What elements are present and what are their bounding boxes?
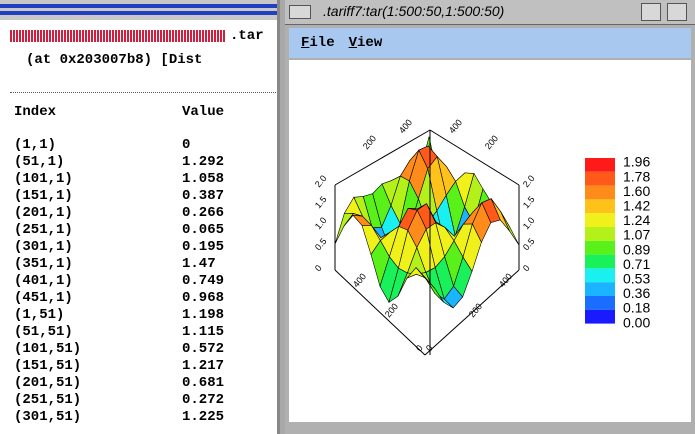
right-window: .tariff7:tar(1:500:50,1:500:50) File View… xyxy=(285,0,695,434)
colorbar-cell xyxy=(585,309,615,324)
axis-tick-label: 0 xyxy=(313,263,324,273)
menu-item[interactable]: View xyxy=(348,35,383,51)
index-cell: (201,1) xyxy=(14,205,73,221)
colorbar-cell xyxy=(585,185,615,200)
value-cell: 0.749 xyxy=(182,273,225,289)
address-line: (at 0x203007b8) [Dist xyxy=(26,52,203,68)
value-cell: 0 xyxy=(182,137,191,153)
column-header: Value xyxy=(182,104,225,120)
colorbar-label: 1.96 xyxy=(623,154,650,170)
title-bar xyxy=(0,0,277,20)
colorbar-label: 0.53 xyxy=(623,271,650,287)
colorbar-label: 0.00 xyxy=(623,314,650,330)
column-header: Index xyxy=(14,104,57,120)
value-cell: 0.272 xyxy=(182,392,225,408)
value-cell: 1.058 xyxy=(182,171,225,187)
colorbar-cell xyxy=(585,227,615,241)
colorbar-cell xyxy=(585,282,615,296)
title-bar: .tariff7:tar(1:500:50,1:500:50) xyxy=(285,0,695,25)
header: .tar xyxy=(230,28,264,44)
index-cell: (201,51) xyxy=(14,375,82,391)
index-cell: (101,51) xyxy=(14,341,82,357)
value-cell: 1.47 xyxy=(182,256,216,272)
stripe xyxy=(0,11,277,15)
window-title: .tariff7:tar(1:500:50,1:500:50) xyxy=(323,3,505,19)
index-cell: (251,1) xyxy=(14,222,73,238)
left-window: .tar (at 0x203007b8) [Dist Index Value (… xyxy=(0,0,280,434)
value-cell: 0.572 xyxy=(182,341,225,357)
colorbar-label: 1.07 xyxy=(623,227,650,243)
separator xyxy=(10,92,276,93)
value-cell: 0.968 xyxy=(182,290,225,306)
value-cell: 0.195 xyxy=(182,239,225,255)
menu-item[interactable]: File xyxy=(301,35,335,51)
colorbar-label: 0.89 xyxy=(623,241,650,257)
index-cell: (101,1) xyxy=(14,171,73,187)
axis-tick-label: 0 xyxy=(424,343,435,353)
colorbar-cell xyxy=(585,213,615,227)
index-cell: (151,51) xyxy=(14,358,82,374)
index-cell: (51,51) xyxy=(14,324,73,340)
colorbar-label: 0.18 xyxy=(623,300,650,316)
colorbar-cell xyxy=(585,240,615,255)
colorbar-cell xyxy=(585,296,615,310)
colorbar-cell xyxy=(585,268,615,283)
colorbar-label: 0.71 xyxy=(623,256,650,272)
minimize-button[interactable] xyxy=(641,3,661,21)
value-cell: 0.266 xyxy=(182,205,225,221)
colorbar-cell xyxy=(585,171,615,186)
colorbar-label: 1.78 xyxy=(623,168,650,184)
surface xyxy=(334,136,520,309)
axis-tick-label: 0 xyxy=(521,263,532,273)
index-cell: (1,1) xyxy=(14,137,57,153)
value-cell: 0.065 xyxy=(182,222,225,238)
value-cell: 0.681 xyxy=(182,375,225,391)
progress-stripe xyxy=(10,30,226,42)
axis-tick-label: 0 xyxy=(414,343,425,353)
value-cell: 1.225 xyxy=(182,409,225,425)
index-cell: (401,1) xyxy=(14,273,73,289)
index-cell: (51,1) xyxy=(14,154,65,170)
menu-bar: File View xyxy=(289,28,691,58)
index-cell: (301,1) xyxy=(14,239,73,255)
index-cell: (451,1) xyxy=(14,290,73,306)
colorbar-label: 1.24 xyxy=(623,212,650,228)
stripe xyxy=(0,4,277,8)
axis-box xyxy=(334,129,520,356)
value-cell: 0.387 xyxy=(182,188,225,204)
value-cell: 1.217 xyxy=(182,358,225,374)
maximize-button[interactable] xyxy=(667,3,687,21)
window-menu-button[interactable] xyxy=(289,5,311,19)
colorbar-label: 1.42 xyxy=(623,198,650,214)
value-cell: 1.292 xyxy=(182,154,225,170)
colorbar-cell xyxy=(585,199,615,214)
index-cell: (251,51) xyxy=(14,392,82,408)
colorbar-label: 0.36 xyxy=(623,285,650,301)
value-cell: 1.115 xyxy=(182,324,225,340)
index-cell: (351,1) xyxy=(14,256,73,272)
index-cell: (151,1) xyxy=(14,188,73,204)
value-cell: 1.198 xyxy=(182,307,225,323)
colorbar: 1.961.781.601.421.241.070.890.710.530.36… xyxy=(585,154,650,330)
plot-area: 2.01.51.00.502.01.51.00.5040020040020040… xyxy=(289,60,691,422)
index-cell: (1,51) xyxy=(14,307,65,323)
colorbar-label: 1.60 xyxy=(623,183,650,199)
index-cell: (301,51) xyxy=(14,409,82,425)
colorbar-cell xyxy=(585,254,615,269)
plot-background xyxy=(289,60,691,422)
colorbar-cell xyxy=(585,158,615,172)
